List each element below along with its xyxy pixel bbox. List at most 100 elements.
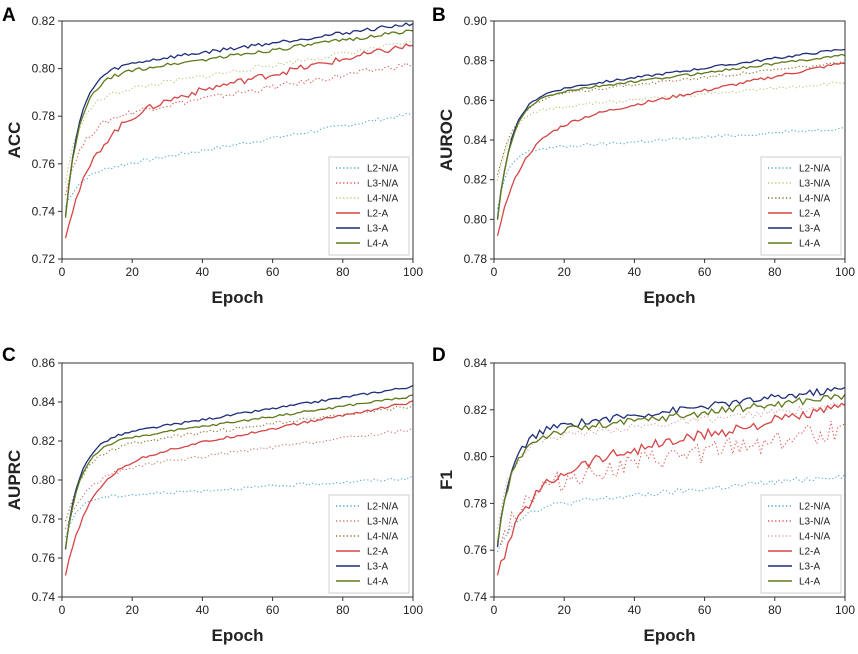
- x-tick-label: 0: [491, 265, 498, 279]
- x-tick-label: 60: [266, 603, 280, 617]
- y-tick-label: 0.84: [32, 395, 56, 409]
- series-line-l4-a: [64, 29, 414, 218]
- x-tick-label: 40: [196, 265, 210, 279]
- x-tick-label: 40: [196, 603, 210, 617]
- panel-letter: A: [2, 5, 16, 26]
- x-tick-label: 80: [336, 265, 350, 279]
- y-tick-label: 0.90: [464, 14, 488, 28]
- series-line-l4-a: [64, 394, 414, 549]
- legend-label: L3-A: [367, 562, 388, 573]
- legend-label: L2-A: [367, 547, 388, 558]
- chart-panel-a: A 0 20 40 60 80 100 0.72 0.74 0.76 0.78 0.80 0.82 Epo…: [2, 5, 423, 307]
- chart-panel-c: C 0 20 40 60 80 100 0.74 0.76 0.78 0.80 0.82 0.84 0.8…: [2, 345, 423, 645]
- legend-label: L4-A: [799, 239, 820, 250]
- x-tick-label: 20: [126, 265, 140, 279]
- legend-label: L4-N/A: [367, 194, 398, 205]
- y-tick-label: 0.72: [32, 252, 56, 266]
- y-tick-label: 0.82: [464, 173, 488, 187]
- y-tick-label: 0.84: [464, 356, 488, 370]
- legend-label: L2-N/A: [799, 164, 830, 175]
- legend-label: L2-N/A: [367, 164, 398, 175]
- legend-label: L4-A: [799, 577, 820, 588]
- legend-label: L2-A: [799, 547, 820, 558]
- plot-frame: [61, 20, 414, 260]
- y-tick-label: 0.82: [32, 434, 56, 448]
- y-tick-label: 0.80: [464, 212, 488, 226]
- legend-label: L3-A: [367, 224, 388, 235]
- y-tick-label: 0.78: [464, 496, 488, 510]
- y-tick-label: 0.76: [32, 551, 56, 565]
- legend-label: L3-A: [799, 562, 820, 573]
- legend-label: L4-N/A: [367, 532, 398, 543]
- legend: L2-N/A L3-N/A L4-N/A L2-A L3-A L4-A: [328, 494, 410, 594]
- x-tick-label: 60: [698, 603, 712, 617]
- y-tick-label: 0.88: [464, 54, 488, 68]
- x-tick-label: 100: [835, 603, 855, 617]
- series-line-l4-n-a: [64, 40, 414, 183]
- y-tick-label: 0.78: [464, 252, 488, 266]
- legend-label: L4-N/A: [799, 532, 830, 543]
- x-axis-label: Epoch: [212, 626, 264, 645]
- legend: L2-N/A L3-N/A L4-N/A L2-A L3-A L4-A: [760, 494, 842, 594]
- series-line-l3-a: [64, 384, 414, 550]
- y-tick-label: 0.86: [32, 356, 56, 370]
- legend: L2-N/A L3-N/A L4-N/A L2-A L3-A L4-A: [760, 156, 842, 256]
- x-axis-label: Epoch: [644, 288, 696, 307]
- y-tick-label: 0.78: [32, 109, 56, 123]
- y-tick-label: 0.78: [32, 512, 56, 526]
- x-tick-label: 20: [558, 603, 572, 617]
- series-line-l3-a: [496, 386, 846, 548]
- legend-label: L3-N/A: [799, 179, 830, 190]
- y-axis-label: ACC: [5, 122, 24, 159]
- legend-label: L2-A: [799, 209, 820, 220]
- plot-frame: [493, 362, 846, 598]
- x-axis-label: Epoch: [644, 626, 696, 645]
- x-tick-label: 100: [403, 265, 423, 279]
- series-line-l4-n-a: [64, 403, 414, 522]
- y-tick-label: 0.86: [464, 93, 488, 107]
- series-line-l4-n-a: [496, 402, 846, 529]
- legend-box: [328, 494, 410, 594]
- series-line-l2-n-a: [64, 113, 414, 207]
- series-line-l3-a: [64, 22, 414, 216]
- y-tick-label: 0.74: [464, 590, 488, 604]
- x-tick-label: 100: [403, 603, 423, 617]
- chart-panel-b: B 0 20 40 60 80 100 0.78 0.80 0.82 0.84 0.86 0.88 0.9…: [432, 5, 855, 307]
- x-tick-label: 20: [558, 265, 572, 279]
- legend-label: L2-A: [367, 209, 388, 220]
- x-tick-label: 60: [698, 265, 712, 279]
- series-line-l2-n-a: [496, 473, 846, 553]
- x-tick-label: 40: [628, 603, 642, 617]
- legend-label: L3-N/A: [799, 517, 830, 528]
- legend-box: [760, 494, 842, 594]
- series-line-l2-a: [496, 402, 846, 576]
- series-line-l3-n-a: [497, 420, 846, 546]
- legend-box: [328, 156, 410, 256]
- series-line-l3-n-a: [64, 427, 414, 530]
- y-tick-label: 0.76: [464, 543, 488, 557]
- series-line-l4-a: [496, 53, 846, 220]
- y-axis-label: AUPRC: [5, 450, 24, 510]
- x-axis-label: Epoch: [212, 288, 264, 307]
- legend: L2-N/A L3-N/A L4-N/A L2-A L3-A L4-A: [328, 156, 410, 256]
- panel-letter: D: [432, 345, 446, 366]
- y-tick-label: 0.84: [464, 133, 488, 147]
- legend-label: L2-N/A: [367, 502, 398, 513]
- y-tick-label: 0.74: [32, 590, 56, 604]
- y-axis-label: AUROC: [437, 109, 456, 171]
- legend-box: [760, 156, 842, 256]
- chart-panel-d: D 0 20 40 60 80 100 0.74 0.76 0.78 0.80 0.82 0.84 Epo…: [432, 345, 855, 645]
- x-tick-label: 0: [59, 603, 66, 617]
- panel-letter: B: [432, 5, 446, 26]
- legend-label: L2-N/A: [799, 502, 830, 513]
- legend-label: L4-A: [367, 577, 388, 588]
- series-line-l3-n-a: [64, 62, 414, 196]
- y-tick-label: 0.82: [464, 403, 488, 417]
- series-line-l3-a: [496, 48, 846, 219]
- series-line-l2-a: [496, 62, 846, 237]
- y-tick-label: 0.74: [32, 204, 56, 218]
- x-tick-label: 80: [336, 603, 350, 617]
- y-tick-label: 0.80: [32, 62, 56, 76]
- legend-label: L3-N/A: [367, 517, 398, 528]
